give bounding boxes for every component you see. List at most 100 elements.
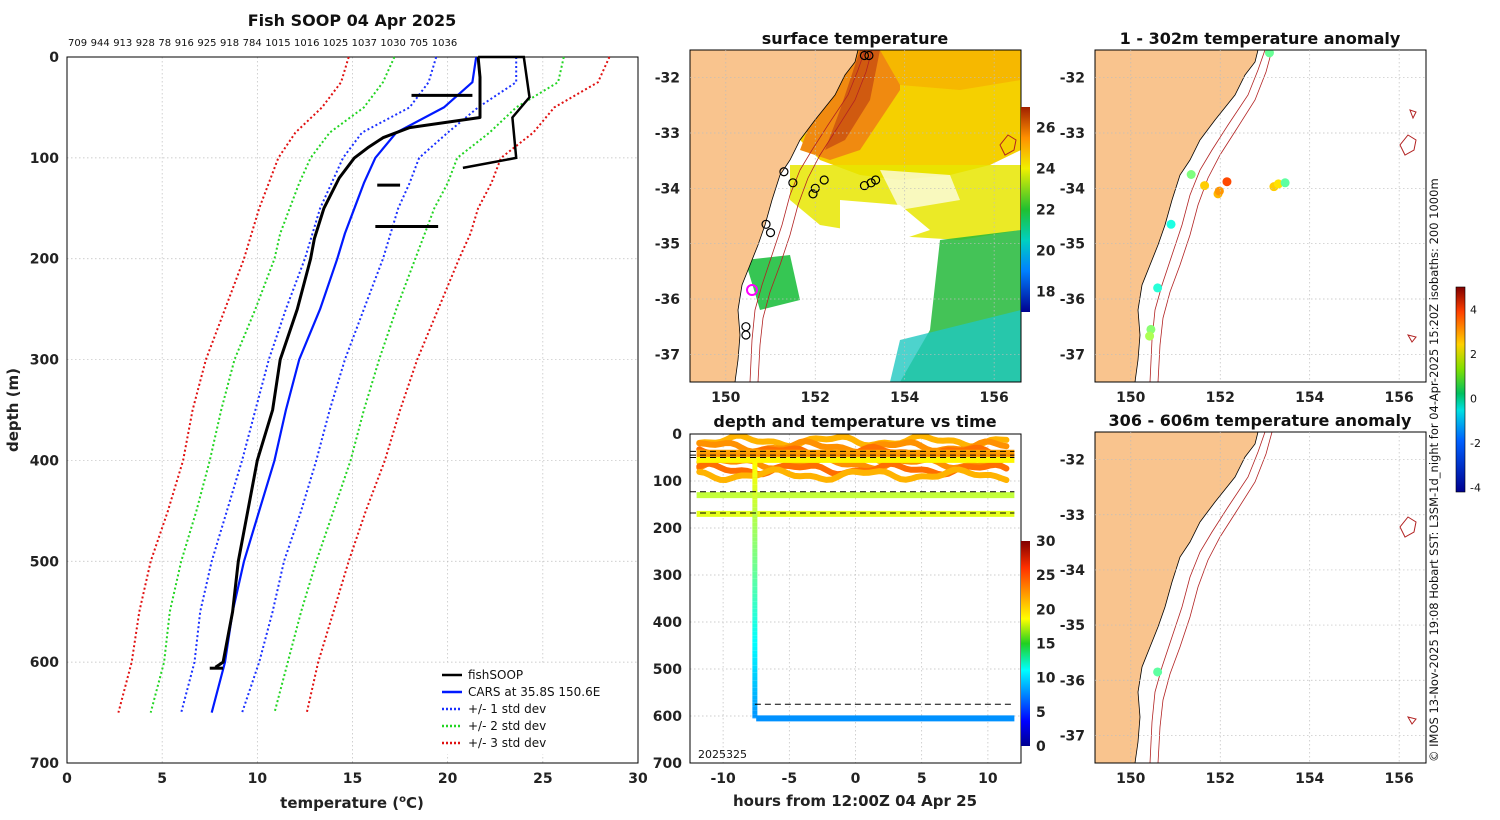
- timeseries-colorbar-tick: 10: [1036, 671, 1056, 687]
- profile-top-label: 925: [197, 38, 216, 49]
- timeseries-title: depth and temperature vs time: [713, 412, 996, 431]
- anomaly-colorbar-tick: -2: [1470, 437, 1481, 450]
- profile-series-fishsoop: [214, 56, 482, 669]
- anomaly-upper-point: [1153, 283, 1163, 293]
- profile-x-tick: 10: [248, 771, 268, 787]
- sst-cloud-gap: [840, 200, 930, 250]
- anomaly-colorbar-tick: -4: [1470, 482, 1481, 495]
- profile-top-label: 1016: [294, 38, 319, 49]
- profile-x-axis-label: temperature (oC): [280, 794, 424, 812]
- profile-series--1-std-dev: [180, 56, 438, 713]
- anomaly-deep-lon-tick: 152: [1206, 771, 1235, 787]
- sst-colorbar-tick: 20: [1036, 244, 1056, 260]
- anomaly-upper-point: [1166, 219, 1176, 229]
- profile-top-label: 928: [136, 38, 155, 49]
- profile-series--3-std-dev: [305, 56, 611, 713]
- anomaly-deep-lat-tick: -36: [1060, 673, 1085, 689]
- anomaly-upper-seamount: [1406, 334, 1417, 343]
- profile-plot-frame: [66, 56, 639, 764]
- sst-isobath-1000: [757, 50, 873, 382]
- sst-lon-tick: 150: [711, 390, 740, 406]
- anomaly-upper-lat-tick: -34: [1060, 181, 1086, 197]
- profile-top-labels: 709 944 913 928 78 916 925 918 784 1015 1016 1025 10…: [68, 38, 457, 49]
- timeseries-x-tick: 10: [978, 771, 998, 787]
- profile-top-label: 944: [91, 38, 110, 49]
- anomaly-deep-lon-tick: 154: [1295, 771, 1324, 787]
- sst-lat-tick: -37: [655, 347, 680, 363]
- sst-lat-tick: -36: [655, 292, 680, 308]
- profile-top-label: 918: [220, 38, 239, 49]
- sst-profile-location-marker: [746, 284, 758, 296]
- anomaly-upper-lon-tick: 150: [1116, 390, 1145, 406]
- timeseries-colorbar-tick: 15: [1036, 637, 1055, 653]
- profile-x-tick: 0: [62, 771, 72, 787]
- profile-panel: Fish SOOP 04 Apr 2025 709 944 913 928 78 916 9…: [4, 11, 648, 812]
- timeseries-overlapping-date-labels: 2025325: [698, 748, 747, 761]
- sst-lat-tick: -34: [655, 181, 681, 197]
- profile-x-tick: 30: [628, 771, 648, 787]
- sst-lat-tick: -33: [655, 126, 680, 142]
- timeseries-y-tick: 600: [653, 709, 682, 725]
- sst-station-marker: [761, 219, 771, 229]
- profile-y-tick: 300: [30, 353, 59, 369]
- profile-top-label: 784: [243, 38, 262, 49]
- sst-lat-tick: -35: [655, 237, 680, 253]
- anomaly-upper-point: [1222, 177, 1232, 187]
- legend-box: [434, 664, 632, 754]
- sst-station-marker: [864, 50, 874, 61]
- anomaly-deep-lat-tick: -32: [1060, 453, 1085, 469]
- anomaly-upper-lord-howe: [1399, 134, 1417, 156]
- profile-y-axis-label: depth (m): [4, 368, 22, 452]
- profile-top-label: 1025: [323, 38, 348, 49]
- anomaly-deep-isobath-200: [1149, 432, 1266, 763]
- profile-legend: fishSOOP CARS at 35.8S 150.6E +/- 1 std …: [434, 664, 632, 754]
- sst-station-marker: [808, 189, 818, 199]
- timeseries-colorbar-tick: 30: [1036, 534, 1056, 550]
- profile-top-label: 1015: [265, 38, 290, 49]
- profile-y-tick: 100: [30, 151, 59, 167]
- profile-x-tick: 20: [438, 771, 458, 787]
- sst-station-marker: [859, 50, 870, 61]
- anomaly-colorbar-tick: 0: [1470, 392, 1477, 405]
- sst-station-marker: [871, 175, 881, 185]
- timeseries-x-tick: -5: [782, 771, 798, 787]
- sst-north-field: [880, 50, 1021, 90]
- sst-station-marker: [765, 228, 776, 238]
- anomaly-upper-title: 1 - 302m temperature anomaly: [1120, 29, 1401, 48]
- legend-label-fishsoop: fishSOOP: [468, 668, 523, 682]
- sst-colorbar: [1021, 107, 1030, 312]
- sst-colorbar-tick: 22: [1036, 203, 1055, 219]
- sst-lat-tick: -32: [655, 71, 680, 87]
- timeseries-y-tick: 100: [653, 474, 682, 490]
- profile-top-label: 1036: [432, 38, 457, 49]
- legend-label-cars: CARS at 35.8S 150.6E: [468, 685, 600, 699]
- sst-lon-tick: 152: [801, 390, 830, 406]
- timeseries-y-tick: 300: [653, 568, 682, 584]
- sst-colorbar-tick: 18: [1036, 285, 1055, 301]
- timeseries-y-tick: 400: [653, 615, 682, 631]
- profile-top-label: 916: [175, 38, 194, 49]
- sst-land: [690, 50, 859, 382]
- profile-y-tick: 400: [30, 453, 59, 469]
- timeseries-x-tick: 0: [851, 771, 861, 787]
- sst-isobath-200: [749, 50, 866, 382]
- sst-lon-tick: 156: [980, 390, 1009, 406]
- sst-cloud-gap-2: [880, 170, 960, 210]
- anomaly-deep-panel: 306 - 606m temperature anomaly 150 152 154…: [1060, 286, 1481, 787]
- profile-top-label: 913: [113, 38, 132, 49]
- sst-colorbar-tick: 24: [1036, 162, 1056, 178]
- profile-y-tick: 700: [30, 756, 59, 772]
- anomaly-deep-lat-tick: -35: [1060, 618, 1085, 634]
- anomaly-upper-panel: 1 - 302m temperature anomaly 150 152 154 15…: [1060, 29, 1427, 406]
- timeseries-x-tick: -10: [710, 771, 736, 787]
- timeseries-x-tick: 5: [917, 771, 927, 787]
- timeseries-surface-track: [696, 434, 1010, 450]
- anomaly-upper-lat-tick: -33: [1060, 126, 1085, 142]
- anomaly-deep-point: [1153, 667, 1163, 677]
- sst-lord-howe-isobath: [999, 134, 1017, 156]
- profile-x-tick: 15: [343, 771, 362, 787]
- legend-label-std2: +/- 2 std dev: [468, 719, 546, 733]
- timeseries-surface-track: [696, 466, 1010, 484]
- timeseries-y-tick: 0: [672, 427, 682, 443]
- profile-series--2-std-dev: [149, 56, 396, 713]
